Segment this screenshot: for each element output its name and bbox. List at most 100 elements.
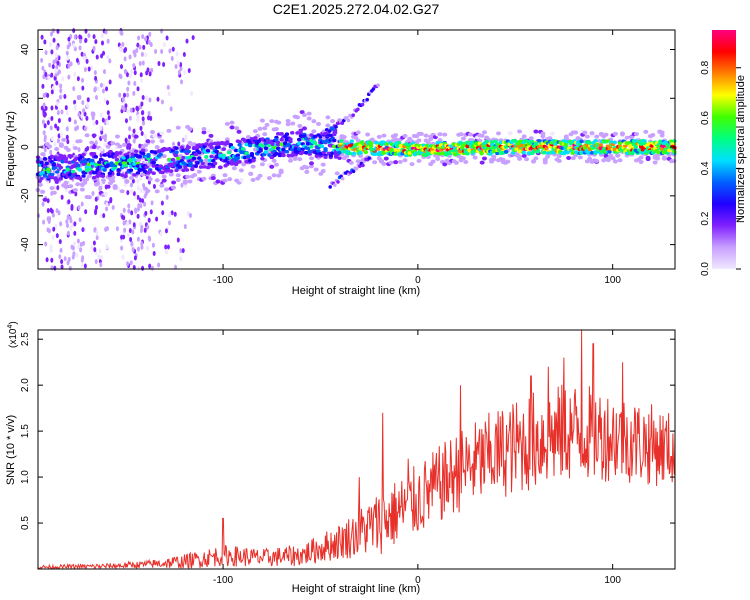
spectrogram-cell: [93, 87, 97, 93]
spectrogram-cell: [188, 212, 192, 218]
spectrogram-cell: [334, 135, 340, 140]
spectrogram-cell: [174, 264, 178, 270]
spectrogram-cell: [247, 158, 253, 163]
spectrogram-cell: [125, 72, 129, 78]
spectrogram-cell: [66, 55, 70, 61]
spectrogram-cell: [72, 42, 76, 48]
spectrogram-cell: [123, 68, 127, 74]
spectrogram-cell: [175, 51, 179, 57]
spectrogram-cell: [119, 30, 123, 36]
spectrogram-cell: [654, 156, 660, 161]
spectrogram-cell: [175, 173, 181, 178]
spectrogram-cell: [374, 140, 379, 145]
spectrogram-cell: [70, 169, 76, 174]
spectrogram-cell: [81, 100, 85, 106]
spectrogram-cell: [105, 86, 109, 92]
spectrogram-cell: [335, 147, 340, 152]
spectrogram-cell: [453, 152, 458, 157]
spectrogram-cell: [50, 72, 54, 78]
spectrogram-cell: [88, 167, 93, 171]
spectrogram-cell: [59, 83, 63, 89]
spectrogram-cell: [133, 255, 137, 261]
spectrogram-cell: [119, 189, 125, 194]
spectrogram-cell: [612, 140, 618, 145]
snr-y-tick-label: 1.5: [20, 424, 31, 438]
spectrogram-cell: [102, 168, 107, 172]
spectrogram-cell: [59, 88, 63, 94]
spectrogram-cell: [123, 227, 127, 233]
spectrogram-cell: [645, 157, 651, 162]
spectrogram-cell: [174, 146, 179, 150]
spectrogram-cell: [325, 123, 331, 128]
spectrogram-cell: [99, 82, 103, 88]
spectrogram-cell: [136, 106, 140, 112]
spectrogram-x-tick-label: 100: [604, 275, 621, 286]
spectrogram-cell: [222, 178, 228, 183]
spectrogram-cell: [247, 143, 253, 148]
spectrogram-cell: [85, 115, 89, 121]
spectrogram-cell: [652, 160, 658, 165]
spectrogram-cell: [117, 144, 123, 149]
spectrogram-cell: [147, 39, 151, 45]
spectrogram-cell: [106, 110, 110, 116]
spectrogram-cell: [152, 183, 156, 189]
spectrogram-cell: [56, 157, 62, 162]
spectrogram-cell: [230, 145, 235, 150]
spectrogram-cell: [142, 182, 146, 188]
spectrogram-cell: [355, 130, 361, 135]
spectrogram-cell: [140, 130, 144, 136]
spectrogram-cell: [304, 150, 309, 155]
spectrogram-cell: [40, 152, 46, 157]
spectrogram-cell: [187, 179, 193, 184]
spectrogram-cell: [58, 94, 62, 100]
spectrogram-cell: [47, 144, 53, 149]
spectrogram-cell: [565, 150, 570, 155]
spectrogram-cell: [192, 172, 198, 177]
spectrogram-cell: [540, 134, 546, 139]
spectrogram-cell: [80, 113, 84, 119]
spectrogram-cell: [44, 241, 48, 247]
spectrogram-cell: [156, 149, 162, 153]
spectrogram-cell: [388, 160, 394, 165]
spectrogram-cell: [150, 139, 156, 144]
spectrogram-cell: [49, 175, 55, 180]
spectrogram-cell: [358, 151, 363, 155]
spectrogram-cell: [97, 254, 101, 260]
spectrogram-cell: [49, 154, 55, 159]
spectrogram-cell: [69, 154, 74, 158]
spectrogram-cell: [140, 240, 144, 246]
spectrogram-cell: [129, 260, 133, 266]
spectrogram-cell: [544, 147, 549, 151]
spectrogram-cell: [208, 133, 214, 138]
spectrogram-cell: [132, 173, 137, 177]
spectrogram-cell: [397, 159, 403, 164]
spectrogram-cell: [263, 146, 269, 151]
spectrogram-cell: [145, 139, 151, 144]
spectrogram-cell: [136, 246, 140, 252]
spectrogram-cell: [83, 67, 87, 73]
spectrogram-cell: [128, 126, 132, 132]
spectrogram-cell: [181, 137, 185, 143]
spectrogram-cell: [190, 167, 195, 172]
spectrogram-cell: [63, 180, 69, 185]
spectrogram-cell: [187, 68, 191, 74]
spectrogram-cell: [46, 170, 51, 174]
spectrogram-cell: [127, 80, 131, 86]
spectrogram-cell: [649, 144, 654, 148]
spectrogram-cell: [463, 159, 469, 164]
snr-y-ticks: 0.5 1.0 1.5 2.0 2.5: [20, 332, 675, 530]
spectrogram-cell: [37, 182, 43, 187]
spectrogram-cell: [121, 104, 125, 110]
spectrogram-cell: [122, 207, 126, 213]
spectrogram-cell: [297, 157, 303, 162]
spectrogram-cell: [263, 150, 269, 154]
spectrogram-cell: [519, 143, 525, 148]
spectrogram-cell: [144, 52, 148, 58]
spectrogram-cell: [617, 158, 623, 163]
spectrogram-cell: [381, 133, 387, 138]
colorbar-gradient: [712, 30, 736, 269]
spectrogram-cell: [123, 48, 127, 54]
spectrogram-cell: [535, 149, 540, 154]
spectrogram-cell: [205, 148, 211, 153]
spectrogram-cell: [531, 159, 537, 164]
